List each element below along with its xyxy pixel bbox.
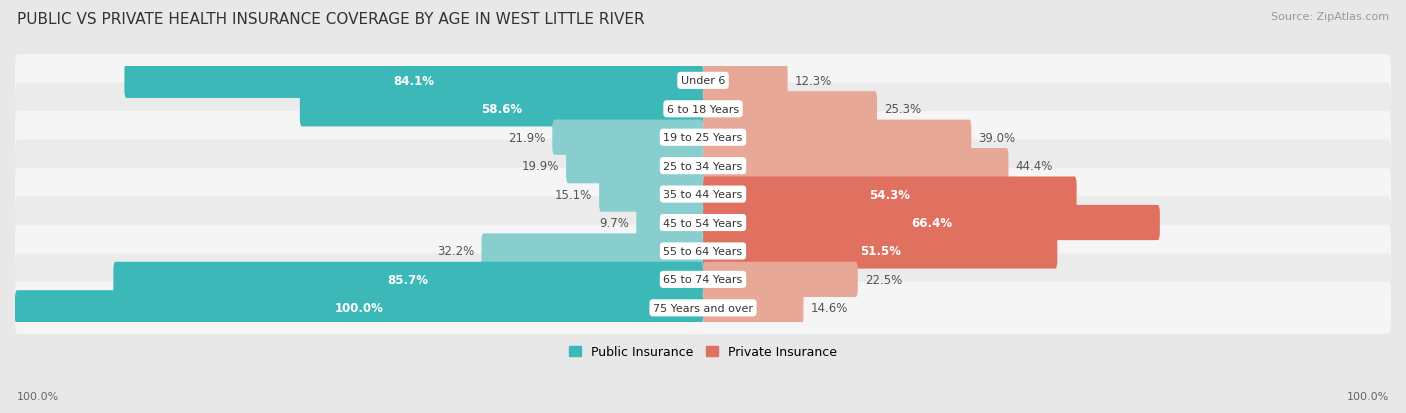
Text: PUBLIC VS PRIVATE HEALTH INSURANCE COVERAGE BY AGE IN WEST LITTLE RIVER: PUBLIC VS PRIVATE HEALTH INSURANCE COVER… bbox=[17, 12, 644, 27]
Text: 6 to 18 Years: 6 to 18 Years bbox=[666, 104, 740, 114]
Text: 66.4%: 66.4% bbox=[911, 216, 952, 230]
Text: 100.0%: 100.0% bbox=[1347, 391, 1389, 401]
FancyBboxPatch shape bbox=[114, 262, 703, 297]
Text: Under 6: Under 6 bbox=[681, 76, 725, 86]
Text: 19 to 25 Years: 19 to 25 Years bbox=[664, 133, 742, 143]
Text: 55 to 64 Years: 55 to 64 Years bbox=[664, 246, 742, 256]
Text: 22.5%: 22.5% bbox=[865, 273, 901, 286]
Text: 32.2%: 32.2% bbox=[437, 245, 475, 258]
Text: 21.9%: 21.9% bbox=[508, 131, 546, 145]
Text: 65 to 74 Years: 65 to 74 Years bbox=[664, 275, 742, 285]
FancyBboxPatch shape bbox=[481, 234, 703, 269]
FancyBboxPatch shape bbox=[15, 197, 1391, 249]
FancyBboxPatch shape bbox=[15, 225, 1391, 278]
Text: 44.4%: 44.4% bbox=[1015, 160, 1053, 173]
Text: 19.9%: 19.9% bbox=[522, 160, 560, 173]
Text: 51.5%: 51.5% bbox=[859, 245, 901, 258]
Text: 75 Years and over: 75 Years and over bbox=[652, 303, 754, 313]
Text: 54.3%: 54.3% bbox=[869, 188, 910, 201]
FancyBboxPatch shape bbox=[15, 112, 1391, 164]
Text: 35 to 44 Years: 35 to 44 Years bbox=[664, 190, 742, 199]
FancyBboxPatch shape bbox=[553, 120, 703, 155]
FancyBboxPatch shape bbox=[703, 149, 1008, 184]
Legend: Public Insurance, Private Insurance: Public Insurance, Private Insurance bbox=[565, 342, 841, 362]
FancyBboxPatch shape bbox=[703, 92, 877, 127]
FancyBboxPatch shape bbox=[15, 55, 1391, 107]
FancyBboxPatch shape bbox=[15, 83, 1391, 135]
FancyBboxPatch shape bbox=[15, 282, 1391, 334]
Text: 84.1%: 84.1% bbox=[394, 75, 434, 88]
FancyBboxPatch shape bbox=[703, 177, 1077, 212]
FancyBboxPatch shape bbox=[599, 177, 703, 212]
Text: 85.7%: 85.7% bbox=[388, 273, 429, 286]
Text: 39.0%: 39.0% bbox=[979, 131, 1015, 145]
FancyBboxPatch shape bbox=[703, 234, 1057, 269]
Text: 15.1%: 15.1% bbox=[555, 188, 592, 201]
FancyBboxPatch shape bbox=[124, 64, 703, 99]
Text: 45 to 54 Years: 45 to 54 Years bbox=[664, 218, 742, 228]
FancyBboxPatch shape bbox=[703, 64, 787, 99]
FancyBboxPatch shape bbox=[567, 149, 703, 184]
Text: 58.6%: 58.6% bbox=[481, 103, 522, 116]
FancyBboxPatch shape bbox=[703, 262, 858, 297]
Text: 14.6%: 14.6% bbox=[810, 301, 848, 315]
FancyBboxPatch shape bbox=[703, 205, 1160, 240]
FancyBboxPatch shape bbox=[703, 290, 803, 326]
Text: Source: ZipAtlas.com: Source: ZipAtlas.com bbox=[1271, 12, 1389, 22]
Text: 25.3%: 25.3% bbox=[884, 103, 921, 116]
FancyBboxPatch shape bbox=[15, 140, 1391, 192]
FancyBboxPatch shape bbox=[637, 205, 703, 240]
FancyBboxPatch shape bbox=[703, 120, 972, 155]
FancyBboxPatch shape bbox=[15, 254, 1391, 306]
Text: 100.0%: 100.0% bbox=[335, 301, 384, 315]
FancyBboxPatch shape bbox=[299, 92, 703, 127]
Text: 9.7%: 9.7% bbox=[599, 216, 630, 230]
Text: 12.3%: 12.3% bbox=[794, 75, 832, 88]
Text: 100.0%: 100.0% bbox=[17, 391, 59, 401]
FancyBboxPatch shape bbox=[15, 169, 1391, 221]
Text: 25 to 34 Years: 25 to 34 Years bbox=[664, 161, 742, 171]
FancyBboxPatch shape bbox=[15, 290, 703, 326]
